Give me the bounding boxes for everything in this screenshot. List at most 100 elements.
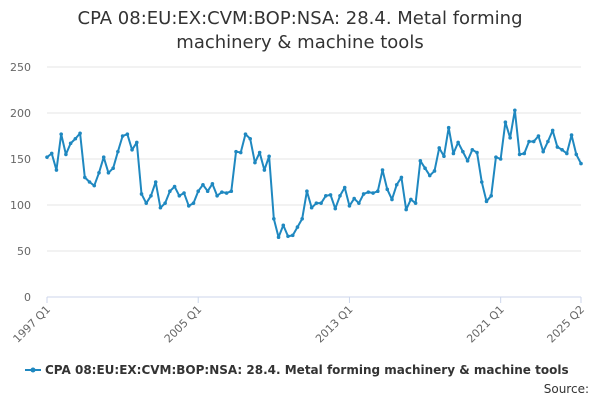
data-point[interactable] — [546, 139, 550, 144]
data-point[interactable] — [385, 187, 390, 192]
data-point[interactable] — [73, 136, 78, 141]
data-point[interactable] — [555, 145, 560, 149]
data-point[interactable] — [229, 189, 234, 193]
data-point[interactable] — [494, 155, 498, 159]
data-point[interactable] — [87, 180, 92, 184]
data-point[interactable] — [182, 191, 186, 195]
data-point[interactable] — [333, 206, 338, 211]
data-point[interactable] — [262, 168, 267, 172]
data-point[interactable] — [224, 191, 229, 195]
data-point[interactable] — [503, 120, 508, 124]
data-point[interactable] — [427, 173, 432, 178]
data-point[interactable] — [68, 141, 73, 146]
data-point[interactable] — [342, 185, 347, 190]
data-point[interactable] — [314, 201, 319, 205]
data-point[interactable] — [172, 184, 177, 189]
data-point[interactable] — [116, 149, 120, 154]
data-point[interactable] — [456, 140, 460, 145]
data-point[interactable] — [106, 171, 111, 175]
data-point[interactable] — [220, 190, 224, 194]
data-point[interactable] — [286, 234, 290, 239]
data-point[interactable] — [243, 132, 248, 136]
data-point[interactable] — [390, 197, 394, 202]
data-point[interactable] — [404, 207, 408, 212]
data-point[interactable] — [489, 194, 494, 198]
data-point[interactable] — [234, 149, 238, 154]
data-point[interactable] — [186, 204, 191, 208]
data-point[interactable] — [83, 175, 87, 180]
data-point[interactable] — [579, 161, 583, 166]
data-point[interactable] — [418, 159, 423, 163]
data-point[interactable] — [125, 132, 130, 136]
data-point[interactable] — [484, 199, 489, 204]
data-point[interactable] — [248, 136, 252, 141]
data-point[interactable] — [413, 201, 418, 205]
data-point[interactable] — [134, 140, 139, 145]
data-point[interactable] — [144, 201, 149, 205]
data-point[interactable] — [215, 194, 219, 198]
data-point[interactable] — [380, 168, 385, 172]
series-line-group[interactable] — [45, 108, 583, 239]
data-point[interactable] — [49, 151, 54, 156]
data-point[interactable] — [238, 150, 243, 155]
source-credit[interactable]: Source: — [543, 382, 589, 396]
data-point[interactable] — [498, 157, 503, 161]
data-point[interactable] — [300, 217, 304, 221]
data-point[interactable] — [409, 197, 413, 202]
data-point[interactable] — [432, 169, 437, 173]
data-point[interactable] — [267, 154, 271, 159]
data-point[interactable] — [253, 160, 257, 165]
series-line[interactable] — [46, 109, 582, 239]
data-point[interactable] — [295, 225, 300, 229]
data-point[interactable] — [272, 217, 276, 221]
data-point[interactable] — [120, 134, 125, 138]
data-point[interactable] — [352, 196, 356, 201]
data-point[interactable] — [101, 155, 106, 159]
data-point[interactable] — [475, 150, 479, 155]
data-point[interactable] — [257, 150, 262, 155]
data-point[interactable] — [205, 189, 210, 193]
data-point[interactable] — [366, 190, 371, 194]
data-point[interactable] — [451, 151, 456, 156]
data-point[interactable] — [513, 108, 517, 113]
data-point[interactable] — [309, 205, 314, 210]
data-point[interactable] — [276, 235, 281, 239]
data-point[interactable] — [347, 204, 352, 208]
data-point[interactable] — [527, 139, 531, 144]
data-point[interactable] — [338, 194, 342, 198]
data-point[interactable] — [158, 205, 163, 210]
data-point[interactable] — [376, 189, 380, 193]
data-point[interactable] — [163, 201, 167, 205]
data-point[interactable] — [371, 191, 375, 195]
data-point[interactable] — [324, 194, 328, 198]
data-point[interactable] — [470, 148, 475, 152]
data-point[interactable] — [522, 151, 527, 156]
data-point[interactable] — [399, 175, 404, 180]
data-point[interactable] — [139, 192, 144, 196]
data-point[interactable] — [305, 189, 309, 193]
data-point[interactable] — [210, 182, 215, 186]
data-point[interactable] — [550, 128, 555, 133]
data-point[interactable] — [531, 139, 536, 144]
data-point[interactable] — [361, 192, 366, 196]
data-point[interactable] — [541, 149, 545, 154]
data-point[interactable] — [54, 168, 59, 172]
data-point[interactable] — [442, 154, 446, 159]
data-point[interactable] — [111, 166, 115, 170]
data-point[interactable] — [574, 152, 579, 157]
data-point[interactable] — [59, 132, 63, 136]
legend[interactable]: CPA 08:EU:EX:CVM:BOP:NSA: 28.4. Metal fo… — [25, 363, 569, 377]
data-point[interactable] — [191, 201, 196, 205]
data-point[interactable] — [437, 146, 442, 150]
data-point[interactable] — [423, 166, 427, 170]
data-point[interactable] — [394, 182, 399, 187]
data-point[interactable] — [281, 223, 286, 228]
data-point[interactable] — [290, 233, 295, 238]
data-point[interactable] — [569, 133, 574, 137]
data-point[interactable] — [177, 194, 182, 198]
data-point[interactable] — [357, 201, 361, 205]
data-point[interactable] — [536, 134, 541, 138]
data-point[interactable] — [560, 148, 564, 152]
data-point[interactable] — [565, 151, 569, 156]
data-point[interactable] — [64, 152, 68, 157]
